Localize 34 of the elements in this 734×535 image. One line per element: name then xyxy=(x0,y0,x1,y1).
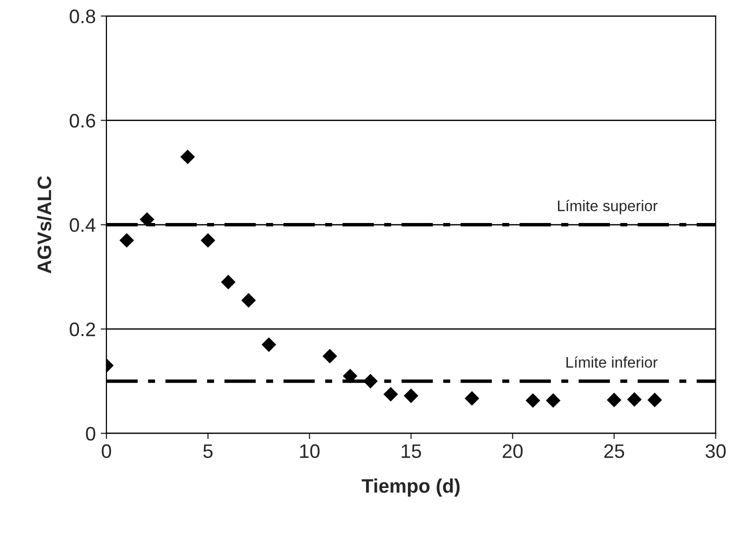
point xyxy=(363,374,378,388)
point xyxy=(140,212,154,227)
x-tick-label: 0 xyxy=(102,444,112,458)
point xyxy=(119,233,134,248)
y-tick-label: 0.2 xyxy=(70,322,96,336)
y-tick-label: 0.8 xyxy=(70,10,96,24)
x-tick-label: 20 xyxy=(502,444,523,458)
y-axis-title: AGVs/ALC xyxy=(36,176,52,274)
x-tick-label: 30 xyxy=(706,444,726,458)
ref-line-label: Límite superior xyxy=(558,200,658,214)
x-axis-title: Tiempo (d) xyxy=(362,478,460,497)
point xyxy=(546,393,560,408)
point xyxy=(342,368,358,384)
y-tick-label: 0.4 xyxy=(70,218,96,232)
point xyxy=(220,274,236,290)
y-tick-label: 0.6 xyxy=(70,114,96,128)
point xyxy=(627,392,642,407)
y-tick-label: 0 xyxy=(86,426,96,441)
point xyxy=(526,393,540,408)
x-tick-label: 5 xyxy=(203,444,213,458)
point xyxy=(606,392,622,408)
point xyxy=(262,337,276,352)
x-tick-label: 25 xyxy=(604,444,624,458)
point xyxy=(180,150,195,164)
ref-line-label: Límite inferior xyxy=(566,356,658,368)
point xyxy=(383,386,398,402)
x-tick-label: 10 xyxy=(300,444,320,458)
point xyxy=(322,348,338,364)
point xyxy=(241,293,256,308)
point xyxy=(647,392,662,408)
x-tick-label: 15 xyxy=(402,444,422,458)
point xyxy=(464,391,480,406)
point xyxy=(200,233,216,248)
point xyxy=(404,388,418,404)
